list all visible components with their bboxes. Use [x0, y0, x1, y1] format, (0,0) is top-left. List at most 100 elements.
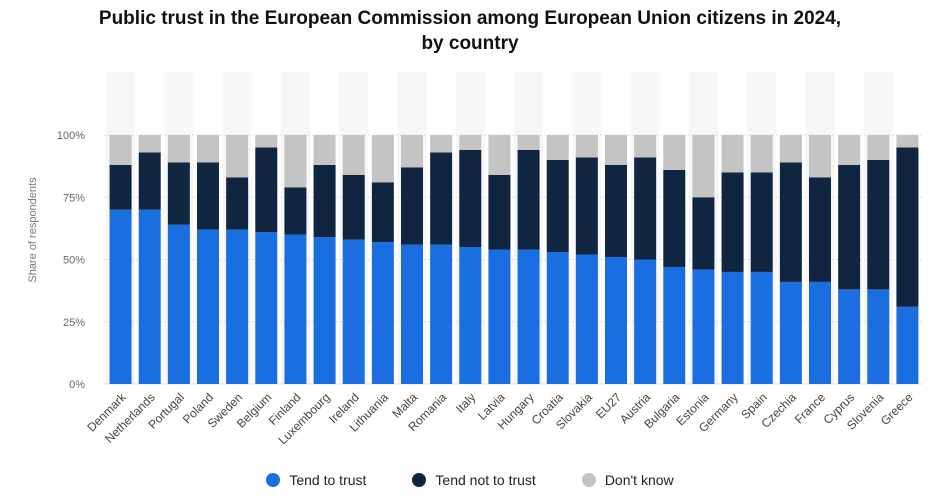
legend-label: Don't know: [604, 472, 674, 488]
bar-trust-czechia: [779, 281, 802, 384]
bar-trust-netherlands: [138, 209, 161, 384]
y-tick-label: 0%: [69, 379, 85, 391]
bar-dont-know-slovenia: [867, 135, 890, 160]
bar-trust-slovakia: [575, 254, 598, 384]
bar-not-trust-estonia: [692, 197, 715, 270]
legend-swatch: [412, 473, 427, 487]
x-axis-ticks: DenmarkNetherlandsPortugalPolandSwedenBe…: [84, 390, 915, 448]
bar-not-trust-sweden: [226, 177, 249, 230]
bar-dont-know-spain: [750, 135, 773, 173]
chart-title-line-2: by country: [421, 33, 519, 54]
bar-trust-belgium: [255, 232, 278, 384]
y-tick-label: 100%: [57, 130, 85, 142]
x-tick-label: Greece: [878, 390, 916, 428]
bar-dont-know-france: [809, 135, 831, 178]
bar-trust-eu27: [605, 257, 627, 384]
y-tick-label: 75%: [63, 192, 85, 204]
bars: [109, 135, 919, 384]
bar-dont-know-romania: [430, 135, 453, 153]
bar-not-trust-denmark: [109, 164, 132, 210]
bar-not-trust-portugal: [167, 162, 190, 225]
bar-not-trust-hungary: [517, 149, 540, 250]
x-tick-label: France: [792, 390, 829, 427]
bar-dont-know-malta: [401, 135, 423, 168]
bar-dont-know-luxembourg: [313, 135, 336, 165]
bar-not-trust-latvia: [488, 174, 511, 250]
bar-not-trust-lithuania: [371, 182, 394, 243]
y-tick-label: 50%: [63, 255, 85, 267]
bar-not-trust-romania: [430, 152, 453, 245]
bar-not-trust-france: [809, 177, 831, 282]
bar-dont-know-belgium: [255, 135, 278, 148]
legend-swatch: [581, 473, 596, 487]
bar-not-trust-finland: [284, 187, 307, 235]
bar-not-trust-poland: [197, 162, 219, 230]
y-axis-label: Share of respondents: [27, 177, 39, 283]
bar-not-trust-ireland: [342, 174, 365, 240]
bar-trust-france: [809, 281, 831, 384]
bar-not-trust-germany: [721, 172, 744, 272]
bar-not-trust-italy: [459, 149, 482, 248]
bar-not-trust-croatia: [546, 159, 569, 253]
bar-dont-know-ireland: [342, 135, 365, 175]
bar-not-trust-greece: [896, 147, 919, 307]
bar-trust-lithuania: [371, 242, 394, 384]
bar-not-trust-spain: [750, 172, 773, 272]
bar-dont-know-portugal: [167, 135, 190, 163]
bar-trust-spain: [750, 271, 773, 384]
legend-item[interactable]: Tend to trust: [266, 472, 366, 488]
bar-not-trust-eu27: [605, 164, 627, 258]
bar-not-trust-luxembourg: [313, 164, 336, 238]
bar-dont-know-austria: [634, 135, 657, 158]
bar-dont-know-croatia: [546, 135, 569, 160]
bar-trust-greece: [896, 306, 919, 384]
x-tick-label: Italy: [453, 390, 478, 415]
bar-dont-know-italy: [459, 135, 482, 150]
bar-trust-latvia: [488, 249, 511, 384]
bar-dont-know-latvia: [488, 135, 511, 175]
bar-not-trust-slovakia: [575, 157, 598, 255]
bar-not-trust-slovenia: [867, 159, 890, 290]
bar-trust-denmark: [109, 209, 132, 384]
bar-trust-finland: [284, 234, 307, 384]
bar-trust-poland: [197, 229, 219, 384]
bar-dont-know-czechia: [779, 135, 802, 163]
bar-dont-know-hungary: [517, 135, 540, 150]
bar-trust-italy: [459, 247, 482, 384]
bar-not-trust-belgium: [255, 147, 278, 233]
bar-trust-portugal: [167, 224, 190, 384]
bar-trust-slovenia: [867, 289, 890, 384]
bar-trust-luxembourg: [313, 237, 336, 384]
bar-not-trust-cyprus: [838, 164, 861, 290]
bar-dont-know-finland: [284, 135, 307, 188]
bar-dont-know-eu27: [605, 135, 627, 165]
bar-not-trust-austria: [634, 157, 657, 260]
chart-title: Public trust in the European Commission …: [0, 6, 940, 56]
legend: Tend to trust Tend not to trust Don't know: [0, 472, 940, 488]
bar-trust-hungary: [517, 249, 540, 384]
bar-trust-austria: [634, 259, 657, 384]
bar-dont-know-cyprus: [838, 135, 861, 165]
bar-trust-ireland: [342, 239, 365, 384]
bar-dont-know-netherlands: [138, 135, 161, 153]
bar-trust-croatia: [546, 252, 569, 384]
bar-dont-know-bulgaria: [663, 135, 686, 170]
legend-item[interactable]: Tend not to trust: [412, 472, 536, 488]
bar-trust-bulgaria: [663, 266, 686, 384]
bar-trust-estonia: [692, 269, 715, 384]
bar-dont-know-lithuania: [371, 135, 394, 183]
bar-trust-romania: [430, 244, 453, 384]
legend-item[interactable]: Don't know: [581, 472, 674, 488]
legend-swatch: [266, 473, 281, 487]
legend-label: Tend not to trust: [435, 472, 536, 488]
bar-dont-know-poland: [197, 135, 219, 163]
bar-trust-cyprus: [838, 289, 861, 384]
bar-dont-know-greece: [896, 135, 919, 148]
bar-trust-sweden: [226, 229, 249, 384]
bar-not-trust-netherlands: [138, 152, 161, 210]
bar-not-trust-czechia: [779, 162, 802, 282]
y-axis-ticks: 0% 25% 50% 75% 100%: [57, 130, 85, 391]
bar-dont-know-denmark: [109, 135, 132, 165]
bar-dont-know-estonia: [692, 135, 715, 198]
bar-not-trust-bulgaria: [663, 169, 686, 267]
